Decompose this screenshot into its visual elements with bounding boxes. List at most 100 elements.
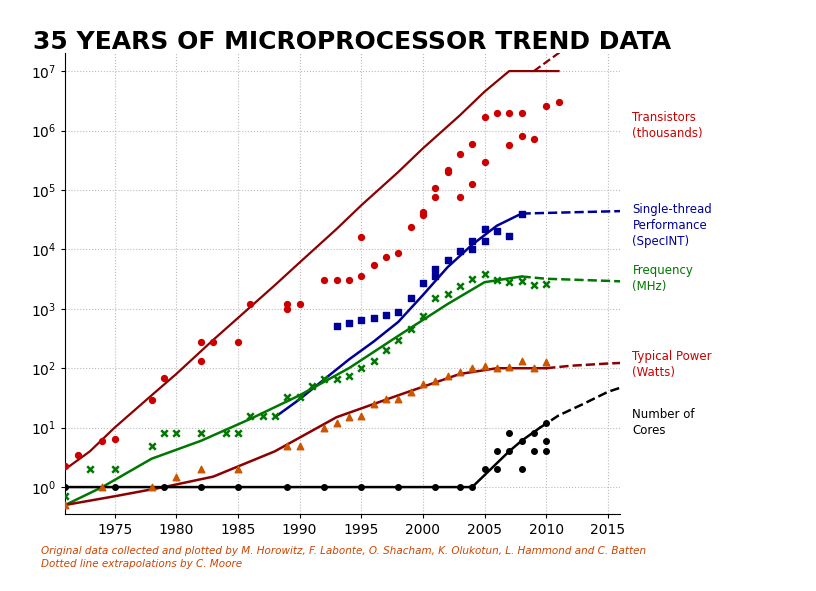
Point: [416, 278, 429, 288]
Point: [392, 248, 405, 258]
Point: [441, 167, 454, 177]
Point: [515, 108, 528, 118]
Point: [355, 272, 368, 281]
Point: [515, 277, 528, 286]
Text: Single-thread
Performance
(SpecINT): Single-thread Performance (SpecINT): [632, 203, 712, 248]
Point: [490, 465, 503, 474]
Point: [170, 472, 183, 481]
Point: [355, 363, 368, 373]
Point: [466, 274, 479, 284]
Point: [268, 411, 282, 420]
Point: [232, 337, 245, 347]
Point: [232, 465, 245, 474]
Point: [59, 500, 72, 509]
Point: [441, 289, 454, 298]
Point: [293, 441, 306, 450]
Point: [194, 465, 207, 474]
Point: [71, 450, 84, 459]
Text: Transistors
(thousands): Transistors (thousands): [632, 111, 703, 140]
Point: [330, 322, 343, 331]
Point: [194, 356, 207, 365]
Point: [428, 294, 441, 303]
Point: [490, 276, 503, 285]
Point: [515, 436, 528, 446]
Point: [244, 300, 257, 309]
Point: [478, 157, 491, 166]
Point: [539, 418, 552, 428]
Point: [83, 465, 96, 474]
Point: [503, 362, 516, 372]
Point: [108, 465, 121, 474]
Point: [392, 395, 405, 404]
Point: [244, 411, 257, 420]
Point: [441, 255, 454, 264]
Text: 35 YEARS OF MICROPROCESSOR TREND DATA: 35 YEARS OF MICROPROCESSOR TREND DATA: [33, 30, 671, 54]
Point: [527, 428, 540, 438]
Point: [59, 482, 72, 492]
Point: [539, 280, 552, 289]
Point: [145, 395, 158, 405]
Point: [59, 492, 72, 501]
Point: [379, 310, 392, 319]
Point: [490, 227, 503, 236]
Point: [416, 207, 429, 217]
Point: [428, 482, 441, 492]
Point: [478, 361, 491, 371]
Point: [293, 300, 306, 309]
Point: [379, 395, 392, 404]
Point: [428, 376, 441, 386]
Point: [503, 108, 516, 118]
Point: [466, 482, 479, 492]
Point: [157, 428, 171, 438]
Point: [330, 374, 343, 384]
Text: Original data collected and plotted by M. Horowitz, F. Labonte, O. Shacham, K. O: Original data collected and plotted by M…: [41, 545, 646, 556]
Point: [367, 400, 380, 409]
Text: Typical Power
(Watts): Typical Power (Watts): [632, 350, 712, 379]
Point: [392, 335, 405, 345]
Point: [367, 356, 380, 366]
Point: [232, 482, 245, 492]
Point: [478, 112, 491, 122]
Point: [552, 98, 565, 107]
Point: [416, 379, 429, 388]
Point: [428, 264, 441, 274]
Point: [466, 180, 479, 189]
Point: [527, 280, 540, 290]
Point: [527, 134, 540, 144]
Point: [539, 358, 552, 367]
Point: [343, 413, 356, 422]
Point: [95, 436, 109, 446]
Point: [454, 368, 467, 377]
Point: [194, 337, 207, 347]
Point: [355, 482, 368, 492]
Point: [392, 482, 405, 492]
Point: [330, 418, 343, 428]
Point: [232, 428, 245, 438]
Point: [527, 447, 540, 456]
Point: [281, 304, 294, 313]
Point: [539, 447, 552, 456]
Point: [466, 236, 479, 245]
Point: [454, 149, 467, 158]
Point: [503, 447, 516, 456]
Point: [515, 357, 528, 366]
Point: [293, 392, 306, 401]
Point: [317, 275, 330, 284]
Point: [281, 441, 294, 450]
Point: [454, 281, 467, 291]
Point: [515, 132, 528, 141]
Point: [379, 346, 392, 355]
Point: [490, 447, 503, 456]
Point: [490, 108, 503, 118]
Point: [206, 337, 220, 347]
Point: [108, 482, 121, 492]
Point: [503, 428, 516, 438]
Point: [478, 236, 491, 245]
Point: [539, 101, 552, 111]
Point: [157, 374, 171, 383]
Text: Dotted line extrapolations by C. Moore: Dotted line extrapolations by C. Moore: [41, 559, 242, 569]
Point: [281, 392, 294, 401]
Text: Frequency
(MHz): Frequency (MHz): [632, 264, 694, 293]
Point: [404, 324, 417, 334]
Point: [194, 482, 207, 492]
